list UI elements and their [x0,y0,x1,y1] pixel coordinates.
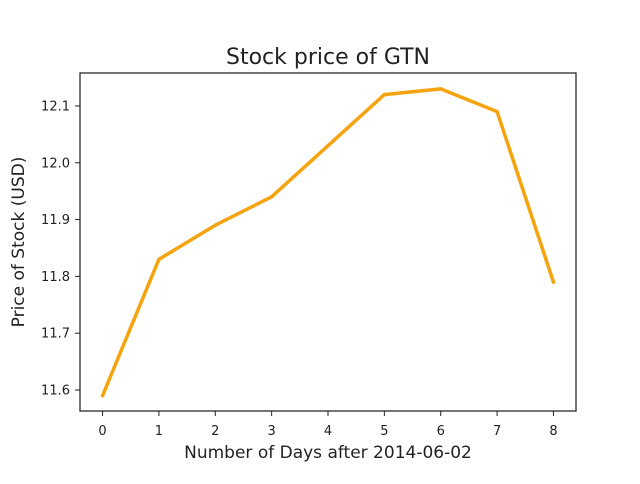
data-point [157,257,161,262]
data-point [100,393,105,398]
x-tick-label: 7 [493,424,501,439]
x-tick-label: 5 [380,424,388,439]
x-tick-label: 0 [98,424,106,439]
y-tick-label: 11.9 [41,213,70,228]
series-layer [100,87,556,398]
y-axis: 11.6 11.7 11.8 11.9 12.0 12.1 [41,99,80,398]
data-point [382,92,387,97]
x-tick-label: 2 [211,424,219,439]
data-point [551,280,556,284]
x-tick-label: 6 [437,424,445,439]
data-point [438,87,443,91]
y-tick-label: 11.7 [41,327,70,342]
y-tick-label: 11.6 [41,383,70,398]
chart-title: Stock price of GTN [226,45,430,70]
data-point [495,109,499,114]
x-tick-label: 8 [549,424,557,439]
x-tick-label: 1 [155,424,163,439]
x-axis-label: Number of Days after 2014-06-02 [184,443,472,463]
x-tick-label: 4 [324,424,332,439]
x-tick-label: 3 [267,424,275,439]
y-tick-label: 12.0 [41,156,70,171]
data-point [326,143,330,148]
y-tick-label: 11.8 [41,270,70,285]
x-axis: 0 1 2 3 4 5 6 7 8 [98,411,558,439]
data-point [213,223,218,227]
y-tick-label: 12.1 [41,99,70,114]
series-line-0 [100,87,556,398]
y-axis-label: Price of Stock (USD) [9,157,29,328]
data-point [269,195,274,199]
